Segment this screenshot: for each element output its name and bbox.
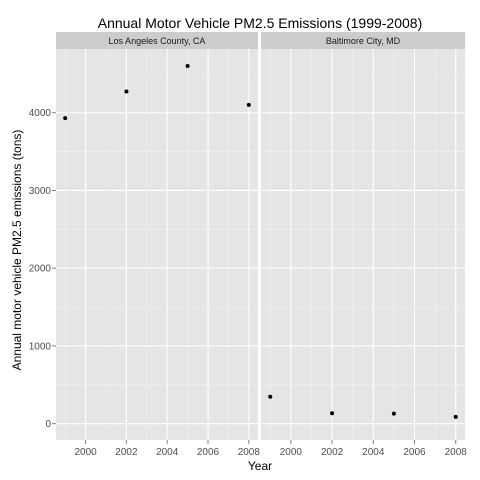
x-tick-label: 2002: [321, 447, 344, 458]
x-tick-label: 2006: [197, 447, 220, 458]
data-point: [246, 102, 251, 107]
x-tick-label: 2008: [445, 447, 468, 458]
x-axis-label: Year: [248, 459, 272, 473]
data-point: [268, 394, 273, 399]
x-tick-label: 2002: [115, 447, 138, 458]
data-point: [63, 116, 68, 121]
x-tick-label: 2000: [74, 447, 97, 458]
data-point: [453, 414, 458, 419]
data-point: [124, 89, 129, 94]
x-tick-label: 2008: [238, 447, 261, 458]
y-tick-label: 0: [45, 419, 51, 430]
x-tick-label: 2006: [403, 447, 426, 458]
facet-panels: Los Angeles County, CA 2000 2002 2004 2006 20…: [56, 32, 467, 458]
y-tick-label: 4000: [29, 108, 52, 119]
data-point: [391, 411, 396, 416]
y-axis-label: Annual motor vehicle PM2.5 emissions (to…: [10, 130, 24, 371]
y-tick-label: 2000: [29, 264, 52, 275]
chart-title: Annual Motor Vehicle PM2.5 Emissions (19…: [98, 15, 423, 31]
facet-panel: Baltimore City, MD 2000 2002 2004 2006 2008: [261, 32, 467, 458]
facet-panel: Los Angeles County, CA 2000 2002 2004 2006 20…: [56, 32, 260, 458]
x-tick-label: 2004: [362, 447, 385, 458]
data-point: [185, 64, 190, 69]
panel-background: [261, 49, 465, 440]
y-tick-label: 3000: [29, 186, 52, 197]
facet-strip: [261, 32, 465, 49]
facet-strip-label: Los Angeles County, CA: [109, 36, 206, 46]
x-tick-label: 2004: [156, 447, 179, 458]
panel-background: [56, 49, 258, 440]
facet-strip-label: Baltimore City, MD: [326, 36, 401, 46]
facet-strip: [56, 32, 258, 49]
data-point: [330, 411, 335, 416]
y-axis: 0 1000 2000 3000 4000: [29, 108, 56, 430]
y-tick-label: 1000: [29, 341, 52, 352]
x-tick-label: 2000: [280, 447, 303, 458]
